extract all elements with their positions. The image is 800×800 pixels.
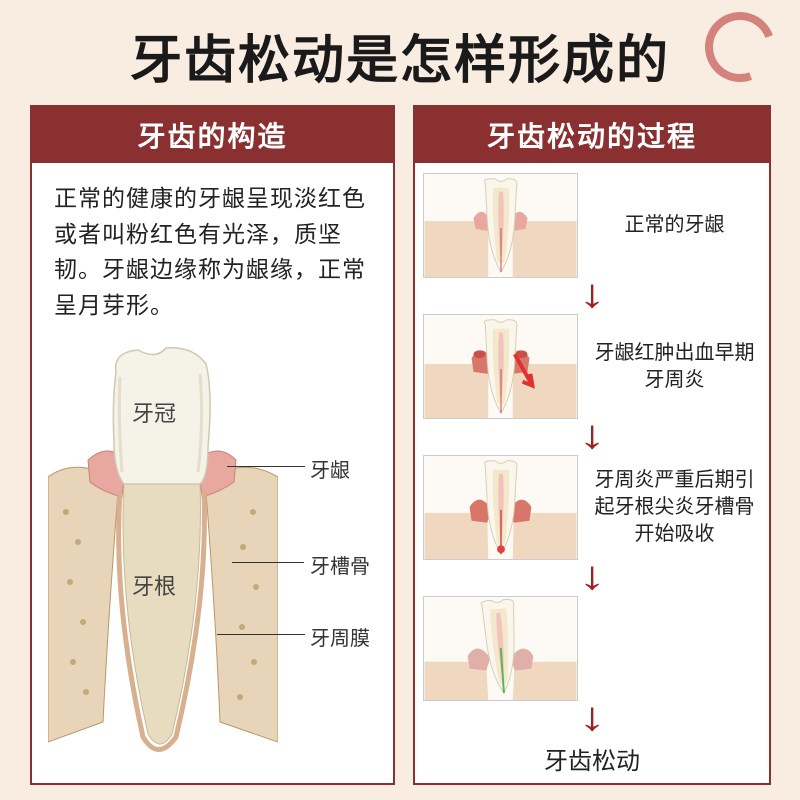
line-alveolar bbox=[232, 562, 304, 563]
label-alveolar-bone: 牙槽骨 bbox=[310, 550, 370, 579]
stage-row-4 bbox=[423, 596, 761, 701]
line-periodontal bbox=[217, 634, 305, 635]
panel-structure: 牙齿的构造 正常的健康的牙龈呈现淡红色或者叫粉红色有光泽，质坚韧。牙龈边缘称为龈… bbox=[30, 105, 395, 785]
arrow-down-icon: ↓ bbox=[578, 280, 606, 308]
accent-circle bbox=[693, 0, 786, 93]
process-body: 正常的牙龈 ↓ 牙龈 bbox=[415, 163, 769, 776]
arrow-down-icon: ↓ bbox=[578, 703, 606, 731]
stage-text-2: 牙龈红肿出血早期牙周炎 bbox=[588, 340, 761, 394]
stage-thumb-4 bbox=[423, 596, 578, 701]
label-gum: 牙龈 bbox=[310, 454, 350, 483]
page-title-wrap: 牙齿松动是怎样形成的 bbox=[0, 0, 800, 105]
arrow-3: ↓ bbox=[423, 562, 761, 596]
stage-text-3: 牙周炎严重后期引起牙根尖炎牙槽骨开始吸收 bbox=[588, 467, 761, 548]
panel-process-header: 牙齿松动的过程 bbox=[415, 107, 769, 163]
arrow-4: ↓ bbox=[423, 703, 761, 737]
stage-row-3: 牙周炎严重后期引起牙根尖炎牙槽骨开始吸收 bbox=[423, 455, 761, 560]
structure-description: 正常的健康的牙龈呈现淡红色或者叫粉红色有光泽，质坚韧。牙龈边缘称为龈缘，正常呈月… bbox=[32, 163, 393, 334]
arrow-down-icon: ↓ bbox=[578, 562, 606, 590]
stage-row-2: 牙龈红肿出血早期牙周炎 bbox=[423, 314, 761, 419]
arrow-2: ↓ bbox=[423, 421, 761, 455]
stage-text-1: 正常的牙龈 bbox=[588, 212, 761, 239]
final-stage-label: 牙齿松动 bbox=[423, 737, 761, 776]
label-periodontal: 牙周膜 bbox=[310, 622, 370, 651]
page-title: 牙齿松动是怎样形成的 bbox=[130, 18, 670, 93]
panels-row: 牙齿的构造 正常的健康的牙龈呈现淡红色或者叫粉红色有光泽，质坚韧。牙龈边缘称为龈… bbox=[0, 105, 800, 785]
stage-thumb-1 bbox=[423, 173, 578, 278]
tooth-anatomy-diagram: 牙冠 牙根 牙龈 牙槽骨 牙周膜 bbox=[32, 334, 393, 774]
label-root-on: 牙根 bbox=[132, 569, 176, 601]
stage-row-1: 正常的牙龈 bbox=[423, 173, 761, 278]
stage-thumb-2 bbox=[423, 314, 578, 419]
panel-process: 牙齿松动的过程 正常的牙龈 ↓ bbox=[413, 105, 771, 785]
panel-structure-header: 牙齿的构造 bbox=[32, 107, 393, 163]
label-crown-on: 牙冠 bbox=[132, 396, 176, 428]
arrow-down-icon: ↓ bbox=[578, 421, 606, 449]
stage-thumb-3 bbox=[423, 455, 578, 560]
arrow-1: ↓ bbox=[423, 280, 761, 314]
line-gum bbox=[227, 466, 305, 467]
